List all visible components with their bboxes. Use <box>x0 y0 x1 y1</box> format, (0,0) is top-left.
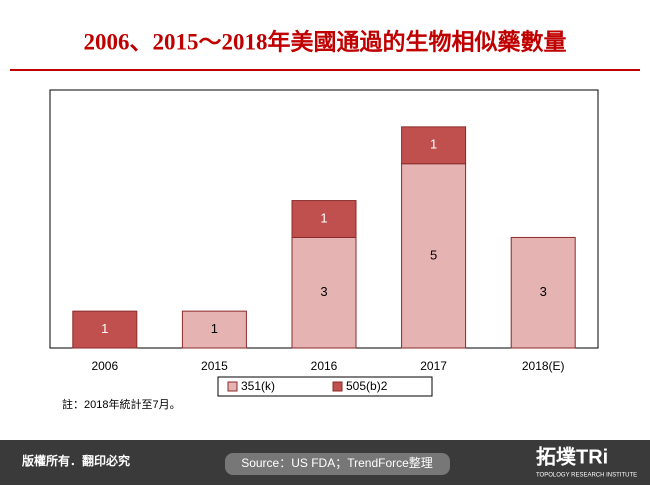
bar-segment <box>401 126 467 165</box>
bar-segment <box>291 200 357 238</box>
data-label: 1 <box>430 137 437 152</box>
data-label: 1 <box>211 321 218 336</box>
logo-sub: TOPOLOGY RESEARCH INSTITUTE <box>536 473 637 479</box>
data-label: 1 <box>320 210 327 225</box>
bar-segment <box>291 236 357 349</box>
data-label: 5 <box>430 247 437 262</box>
legend-box <box>217 376 433 397</box>
x-tick-label: 2006 <box>91 359 118 373</box>
bar-segment <box>181 310 247 349</box>
bar-segment <box>401 163 467 349</box>
logo: 拓墣TRi <box>536 445 608 468</box>
source-box <box>225 453 450 475</box>
copyright: 版權所有．翻印必究 <box>22 453 130 468</box>
data-label: 1 <box>101 321 108 336</box>
note: 註：2018年統計至7月。 <box>62 397 181 411</box>
x-tick-label: 2018(E) <box>522 359 565 373</box>
bar-segment <box>72 310 138 349</box>
legend-swatch <box>332 381 343 392</box>
legend-swatch <box>227 381 238 392</box>
legend-label: 351(k) <box>241 379 275 393</box>
x-tick-label: 2015 <box>201 359 228 373</box>
bar-segment <box>510 236 576 349</box>
data-label: 3 <box>320 284 327 299</box>
legend-label: 505(b)2 <box>346 379 388 393</box>
x-tick-label: 2016 <box>311 359 338 373</box>
data-label: 3 <box>540 284 547 299</box>
chart-title: 2006、2015～2018年美國通過的生物相似藥數量 <box>84 28 567 54</box>
x-tick-label: 2017 <box>420 359 447 373</box>
source: Source：US FDA；TrendForce整理 <box>241 455 433 470</box>
